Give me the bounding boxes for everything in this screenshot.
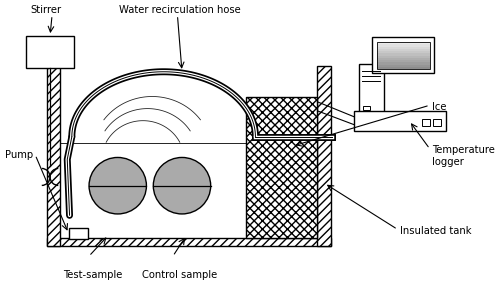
Bar (46, 238, 331, 247)
Bar (377, 53, 430, 56)
Bar (377, 42, 430, 69)
Text: Water recirculation hose: Water recirculation hose (119, 5, 240, 15)
Bar (26, 36, 74, 68)
Ellipse shape (89, 157, 146, 214)
Bar (354, 111, 446, 131)
Bar (246, 97, 318, 238)
Bar (46, 66, 60, 247)
Bar (68, 227, 88, 239)
Ellipse shape (154, 157, 210, 214)
Bar (364, 106, 370, 110)
Bar (377, 45, 430, 47)
Bar (377, 42, 430, 45)
Bar (377, 56, 430, 58)
Bar (377, 47, 430, 49)
Bar (422, 120, 430, 126)
Text: Temperature
logger: Temperature logger (432, 145, 495, 167)
Bar (372, 37, 434, 73)
Bar (318, 66, 331, 247)
Bar (433, 120, 442, 126)
Bar (377, 58, 430, 60)
Bar (377, 60, 430, 62)
Text: Ice: Ice (432, 102, 446, 112)
Bar (377, 51, 430, 53)
Text: Test-sample: Test-sample (63, 270, 122, 280)
Text: Stirrer: Stirrer (30, 5, 61, 15)
Text: Insulated tank: Insulated tank (400, 226, 471, 236)
Bar (377, 49, 430, 51)
Text: Pump: Pump (6, 150, 34, 160)
Bar (377, 67, 430, 69)
Bar (358, 64, 384, 114)
Bar (377, 64, 430, 67)
Bar (377, 62, 430, 64)
Text: Control sample: Control sample (142, 270, 218, 280)
